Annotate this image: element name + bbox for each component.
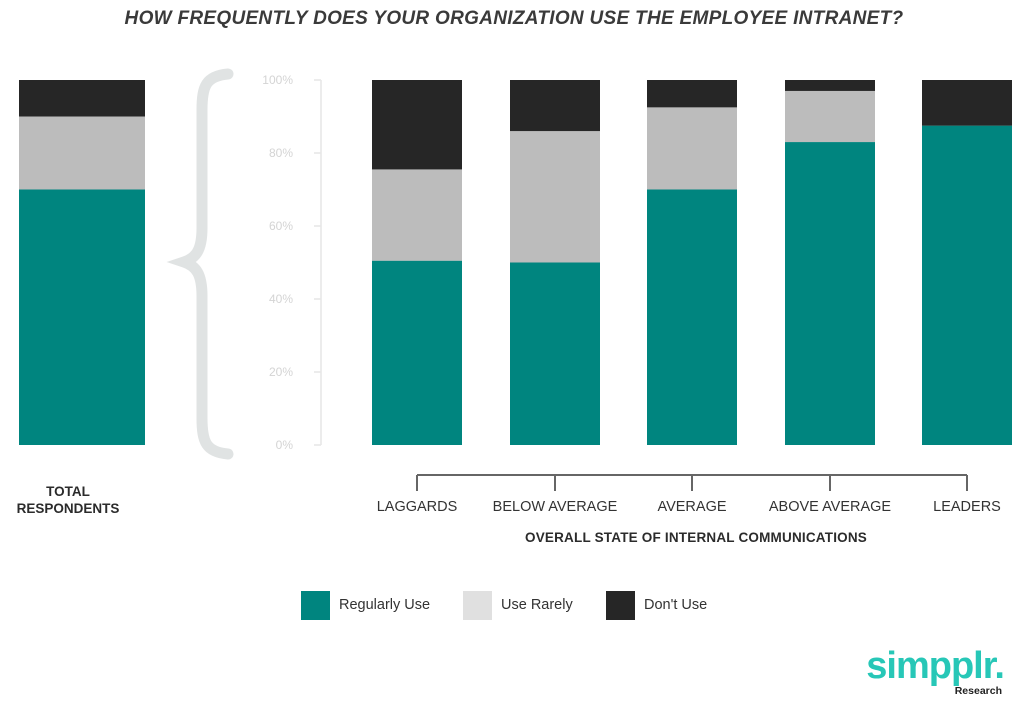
total-bar-segment (19, 189, 145, 445)
legend-item: Don't Use (606, 590, 707, 620)
chart-title: HOW FREQUENTLY DOES YOUR ORGANIZATION US… (124, 8, 904, 29)
bar-segment (647, 80, 737, 108)
category-label: LAGGARDS (376, 499, 458, 515)
bar-segment (785, 90, 875, 143)
bar-segment (372, 169, 462, 261)
bar-segment (510, 80, 600, 132)
legend-item: Regularly Use (301, 590, 430, 620)
legend-label: Regularly Use (339, 597, 431, 613)
y-tick-label: 80% (269, 146, 293, 160)
category-label: LEADERS (933, 499, 1001, 515)
simpplr-logo: simpplr. Research (856, 646, 1006, 700)
total-respondents-label: TOTAL RESPONDENTS (16, 484, 120, 516)
y-tick-label: 60% (269, 219, 293, 233)
y-tick-label: 0% (276, 438, 294, 452)
curly-brace (166, 68, 234, 460)
bar-segment (510, 131, 600, 263)
category-label: BELOW AVERAGE (492, 499, 618, 515)
bar-segment (785, 142, 875, 446)
legend-label: Use Rarely (501, 597, 573, 613)
bar-segment (922, 80, 1012, 126)
bar-segment (922, 125, 1012, 445)
legend-label: Don't Use (644, 597, 708, 613)
category-label: AVERAGE (657, 499, 727, 515)
bar-segment (647, 189, 737, 445)
bar-segment (372, 80, 462, 170)
bar-segment (372, 260, 462, 445)
bar-segment (510, 262, 600, 445)
legend-swatch (301, 590, 330, 620)
total-bar-segment (19, 80, 145, 117)
x-axis-title: OVERALL STATE OF INTERNAL COMMUNICATIONS (525, 530, 867, 545)
y-tick-label: 40% (269, 292, 293, 306)
y-tick-label: 20% (269, 365, 293, 379)
category-label: ABOVE AVERAGE (768, 499, 892, 515)
bar-segment (785, 80, 875, 91)
legend-item: Use Rarely (463, 590, 573, 620)
bar-segment (647, 107, 737, 190)
y-tick-label: 100% (262, 73, 293, 87)
logo-subtitle: Research (954, 685, 1002, 697)
legend-swatch (606, 590, 635, 620)
total-bar-segment (19, 116, 145, 190)
logo-wordmark: simpplr. (866, 645, 1005, 687)
legend-swatch (463, 590, 492, 620)
